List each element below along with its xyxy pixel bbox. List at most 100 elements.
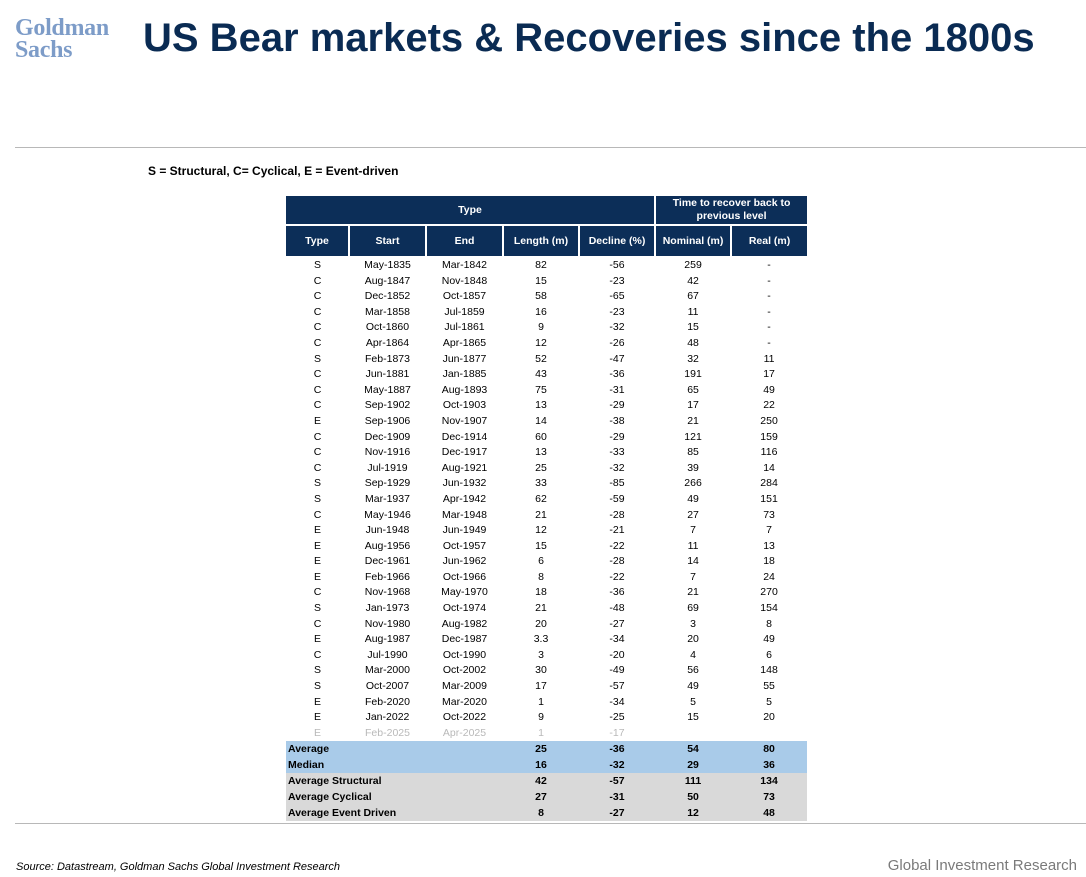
cell-type: C [313,508,322,521]
cell-nominal: 121 [684,430,702,443]
table-row: S May-1835 Mar-1842 82 -56 259 - [286,256,807,274]
table-row: S Mar-2000 Oct-2002 30 -49 56 148 [286,663,807,679]
summary-cell-real: 80 [731,741,808,758]
cell-length: 3.3 [533,633,549,646]
cell-start: Nov-1916 [364,446,411,459]
cell-end: Mar-1948 [442,508,487,521]
cell-start: Aug-1987 [364,633,411,646]
cell-nominal: 21 [687,586,699,599]
cell-type: S [313,664,321,677]
cell-decline: -22 [609,570,625,583]
cell-real: - [767,274,771,287]
cell-end: Oct-1957 [442,539,487,552]
cell-start: Mar-2000 [365,664,410,677]
cell-nominal: 259 [684,259,702,271]
cell-decline: -47 [609,352,625,365]
cell-start: Mar-1937 [365,492,410,505]
column-header-decline: Decline (%) [579,225,657,256]
table-row: E Aug-1987 Dec-1987 3.3 -34 20 49 [286,632,807,648]
cell-length: 12 [535,336,547,349]
cell-type: E [313,414,321,427]
cell-nominal: 15 [687,321,699,334]
table-row: S Feb-1873 Jun-1877 52 -47 32 11 [286,352,807,368]
summary-row: Median 16 -32 29 36 [286,757,808,774]
cell-end: Aug-1982 [441,617,488,630]
column-header-end: End [426,225,504,256]
cell-real: 250 [760,414,778,427]
logo-line2: Sachs [15,37,73,63]
summary-label: Average Structural [286,773,503,790]
cell-start: Feb-1966 [365,570,410,583]
cell-start: Feb-1873 [365,352,410,365]
cell-type: E [313,711,321,724]
cell-real: 270 [760,586,778,599]
cell-start: Aug-1847 [364,274,411,287]
cell-decline: -21 [609,524,625,537]
cell-nominal: 5 [690,695,696,708]
table-row: C Jun-1881 Jan-1885 43 -36 191 17 [286,367,807,383]
cell-nominal: 20 [687,633,699,646]
cell-decline: -29 [609,430,625,443]
cell-nominal: 14 [687,555,699,568]
cell-decline: -38 [609,414,625,427]
cell-real: 148 [760,664,778,677]
cell-length: 13 [535,446,547,459]
table-row: C May-1887 Aug-1893 75 -31 65 49 [286,383,807,399]
cell-length: 1 [538,695,544,708]
goldman-sachs-logo: Goldman Sachs [15,16,125,63]
cell-length: 25 [535,461,547,474]
bear-markets-table: Type Time to recover back to previous le… [286,196,808,822]
cell-start: Oct-2007 [365,680,410,693]
cell-decline: -34 [609,633,625,646]
cell-decline: -22 [609,539,625,552]
cell-length: 18 [535,586,547,599]
column-header-row: Type Start End Length (m) Decline (%) Nominal… [286,225,808,256]
cell-real: 49 [763,383,775,396]
summary-cell-real: 36 [731,757,808,774]
cell-start: May-1946 [364,508,411,521]
cell-decline: -32 [609,321,625,334]
cell-nominal: 49 [687,680,699,693]
cell-type: C [313,446,322,459]
cell-decline: -65 [609,290,625,303]
cell-decline: -48 [609,602,625,615]
cell-real: 11 [763,352,775,365]
cell-decline: -28 [609,555,625,568]
cell-nominal: 191 [684,368,702,381]
page-title: US Bear markets & Recoveries since the 1… [143,16,1035,60]
group-header-recover: Time to recover back to previous level [655,196,808,226]
cell-start: Dec-1852 [364,290,411,303]
cell-end: Oct-1903 [442,399,487,412]
summary-row: Average Event Driven 8 -27 12 48 [286,805,808,822]
table-row: C Sep-1902 Oct-1903 13 -29 17 22 [286,398,807,414]
cell-end: Mar-1842 [442,259,487,271]
table-row: C Dec-1852 Oct-1857 58 -65 67 - [286,289,807,305]
cell-end: Dec-1914 [441,430,488,443]
top-divider [15,147,1086,148]
table-row: C Nov-1968 May-1970 18 -36 21 270 [286,585,807,601]
cell-nominal [655,726,731,742]
cell-nominal: 15 [687,711,699,724]
cell-end: Oct-1974 [442,602,487,615]
summary-cell-length: 42 [503,773,579,790]
table-row: C Nov-1980 Aug-1982 20 -27 3 8 [286,617,807,633]
table-row: C May-1946 Mar-1948 21 -28 27 73 [286,508,807,524]
cell-type: E [313,524,321,537]
cell-nominal: 39 [687,461,699,474]
cell-end: Nov-1907 [441,414,488,427]
summary-cell-length: 27 [503,789,579,806]
cell-length: 62 [535,492,547,505]
cell-length: 21 [535,508,547,521]
table-row: E Feb-2020 Mar-2020 1 -34 5 5 [286,695,807,711]
summary-cell-decline: -32 [579,757,656,774]
summary-row: Average 25 -36 54 80 [286,741,808,758]
table-row: E Dec-1961 Jun-1962 6 -28 14 18 [286,554,807,570]
summary-cell-real: 73 [731,789,808,806]
cell-start: Apr-1864 [365,336,410,349]
summary-label: Median [286,757,503,774]
cell-type: C [313,336,322,349]
summary-cell-real: 48 [731,805,808,822]
cell-nominal: 3 [690,617,696,630]
source-note: Source: Datastream, Goldman Sachs Global… [16,861,341,873]
cell-real: 24 [763,570,775,583]
